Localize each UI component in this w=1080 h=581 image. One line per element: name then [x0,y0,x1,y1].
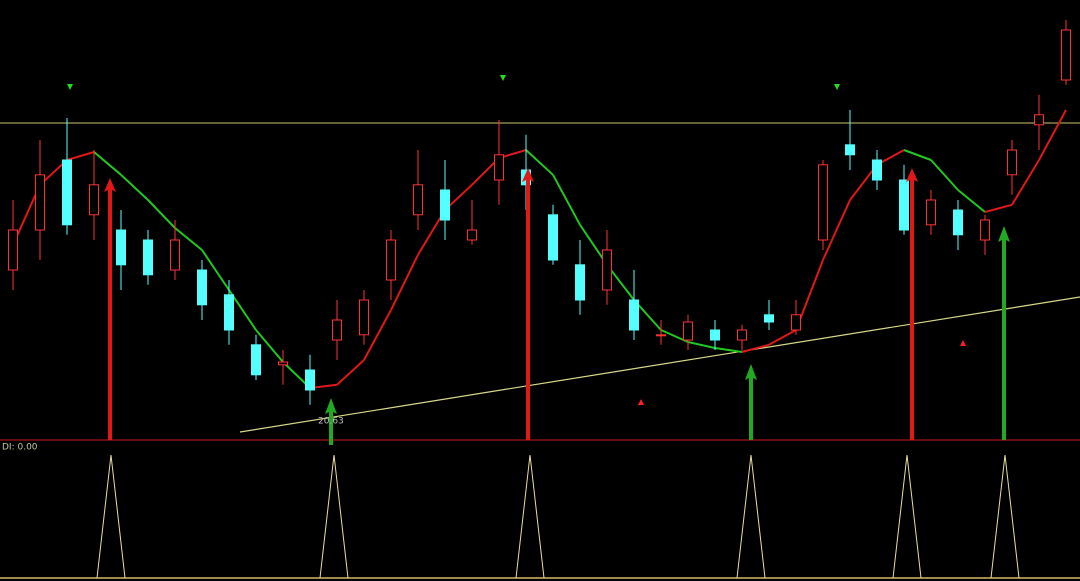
small-arrow [500,75,506,81]
candle-body [170,239,180,271]
small-arrow [67,84,73,90]
ma-segment [93,151,122,176]
candle-body [602,249,612,291]
ma-segment [552,174,581,226]
candle-body [845,144,855,156]
candle-body [89,184,99,216]
ma-segment [957,189,986,213]
candle-body [953,209,963,236]
ma-segment [984,203,1013,213]
candle-body [116,229,126,266]
candle-body [1034,114,1044,126]
ma-segment [363,309,392,361]
sell-arrow [104,178,116,440]
ma-segment [903,149,932,161]
candle-body [1007,149,1017,176]
candle-body [359,299,369,336]
candle-body [737,329,747,341]
candle-body [440,189,450,221]
ma-segment [687,341,716,349]
spike [96,454,126,579]
candle-body [629,299,639,331]
candle-body [332,319,342,341]
candle-body [413,184,423,216]
ma-segment [768,329,797,346]
spike [990,454,1020,579]
candle-body [575,264,585,301]
signal-arrows [67,75,1010,445]
low-annotation: 20.63 [318,416,344,426]
buy-arrow [745,364,757,440]
ma-segment [714,347,743,353]
candle-body [656,334,666,337]
candle-body [224,294,234,331]
ma-segment [120,174,149,201]
trend-line [239,296,1080,433]
buy-arrow [325,398,337,445]
candle-body [683,321,693,341]
sell-arrow [906,168,918,440]
buy-arrow [998,226,1010,440]
ma-segment [66,151,95,161]
candle-body [197,269,207,306]
candle-body [710,329,720,341]
ma-segment [822,199,851,261]
small-arrow [834,84,840,90]
ma-segment [174,227,203,251]
ma-segment [390,254,419,311]
candle-body [62,159,72,226]
candle-body [143,239,153,276]
candle-body [980,219,990,241]
candle-body [548,214,558,261]
small-arrow [960,340,966,346]
candle-body [926,199,936,226]
ma-segment [1038,109,1067,161]
candle-body [386,239,396,281]
ma-segment [147,199,176,229]
small-arrow [638,399,644,405]
sell-arrow [522,168,534,440]
candle-body [764,314,774,323]
ma-segment [930,159,959,191]
ma-segment [1011,159,1040,206]
ma-segment [255,329,284,363]
candle-body [467,229,477,241]
candle-body [8,229,18,271]
spike [515,454,545,579]
ma-segment [741,343,770,353]
spike [319,454,349,579]
candle-body [305,369,315,391]
indicator-label: DI: 0.00 [2,443,38,453]
candle-body [251,344,261,376]
spike [892,454,922,579]
candle-body [494,154,504,181]
ma-segment [201,249,230,291]
candle-body [35,174,45,231]
candle-body [1061,29,1071,81]
spike [736,454,766,579]
candle-body [791,314,801,331]
candle-body [872,159,882,181]
candle-body [899,179,909,231]
ma-segment [525,149,554,176]
candle-body [818,164,828,241]
ma-segment [336,359,365,386]
candle-body [278,361,288,366]
indicator-spikes [96,454,1020,579]
